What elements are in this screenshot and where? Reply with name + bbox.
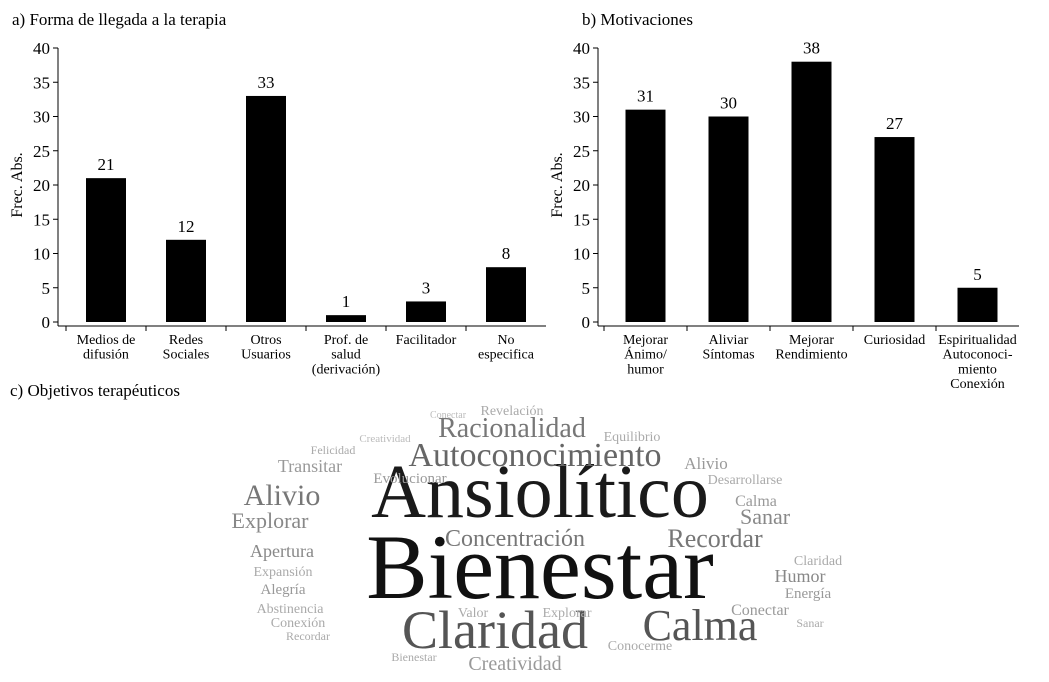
word: Revelación <box>481 404 544 419</box>
y-tick-label: 40 <box>573 39 590 58</box>
value-label: 33 <box>258 73 275 92</box>
word: Expansión <box>253 565 312 580</box>
y-tick-label: 0 <box>42 313 51 332</box>
y-tick-label: 30 <box>33 108 50 127</box>
x-tick-label: Facilitador <box>396 333 457 348</box>
bar <box>86 178 126 322</box>
bar <box>708 116 749 322</box>
bar <box>486 267 526 322</box>
x-tick-label: Prof. de salud (derivación) <box>312 333 381 377</box>
word: Conocerme <box>608 639 673 654</box>
word: Concentración <box>445 526 585 552</box>
value-label: 38 <box>803 39 820 58</box>
word: Felicidad <box>311 443 356 457</box>
x-tick-label: Mejorar Ánimo/humor <box>623 333 668 377</box>
y-tick-label: 15 <box>33 210 50 229</box>
word: Evolucionar <box>373 471 446 487</box>
word: Recordar <box>667 524 763 553</box>
x-tick-label: Redes Sociales <box>163 333 210 363</box>
y-tick-label: 15 <box>573 210 590 229</box>
value-label: 1 <box>342 292 351 311</box>
bar <box>625 109 666 323</box>
value-label: 31 <box>637 87 654 106</box>
word: Conexión <box>271 616 325 631</box>
value-label: 8 <box>502 244 511 263</box>
y-tick-label: 20 <box>573 176 590 195</box>
bar <box>874 137 915 322</box>
y-axis-label: Frec. Abs. <box>9 152 26 217</box>
word: Abstinencia <box>257 602 325 617</box>
word: Ansiolítico <box>371 450 709 534</box>
word: Alivio <box>684 454 727 473</box>
word: Calma <box>643 601 758 650</box>
word: Explorar <box>543 606 592 621</box>
chart-title: a) Forma de llegada a la terapia <box>12 10 227 29</box>
word: Alivio <box>244 479 321 512</box>
y-tick-label: 40 <box>33 39 50 58</box>
word: Racionalidad <box>438 413 586 444</box>
y-tick-label: 25 <box>573 142 590 161</box>
chart-title: c) Objetivos terapéuticos <box>10 381 180 400</box>
word: Recordar <box>286 629 330 643</box>
word: Transitar <box>278 456 342 476</box>
x-tick-label: No especifica <box>478 333 535 363</box>
y-tick-label: 5 <box>42 279 51 298</box>
word: Equilibrio <box>604 430 661 445</box>
y-tick-label: 5 <box>582 279 591 298</box>
value-label: 12 <box>178 217 195 236</box>
value-label: 5 <box>973 265 982 284</box>
x-tick-label: Medios de difusión <box>77 333 136 363</box>
word: Bienestar <box>391 650 436 664</box>
x-tick-label: Aliviar Síntomas <box>702 333 754 363</box>
value-label: 3 <box>422 278 431 297</box>
x-tick-label: Espiritualidad Autoconoci-miento Conexión <box>938 333 1017 392</box>
bar <box>246 95 286 322</box>
chart-title: b) Motivaciones <box>582 10 693 29</box>
word: Conectar <box>731 602 789 619</box>
word: Conectar <box>430 410 467 421</box>
word: Humor <box>775 566 826 586</box>
word: Valor <box>458 606 489 621</box>
word: Claridad <box>794 554 842 569</box>
y-axis-label: Frec. Abs. <box>549 152 566 217</box>
y-tick-label: 25 <box>33 142 50 161</box>
bar <box>326 315 366 322</box>
y-tick-label: 10 <box>33 245 50 264</box>
word: Apertura <box>250 541 314 561</box>
y-tick-label: 35 <box>573 73 590 92</box>
word: Energía <box>785 586 832 602</box>
value-label: 30 <box>720 94 737 113</box>
y-tick-label: 10 <box>573 245 590 264</box>
word: Creatividad <box>359 433 411 445</box>
y-tick-label: 35 <box>33 73 50 92</box>
word: Sanar <box>740 504 791 529</box>
value-label: 27 <box>886 114 904 133</box>
bar <box>166 239 206 322</box>
word: Calma <box>735 493 777 510</box>
value-label: 21 <box>98 155 115 174</box>
x-tick-label: Otros Usuarios <box>241 333 291 363</box>
word: Creatividad <box>468 653 561 675</box>
word: Sanar <box>796 616 823 630</box>
word: Explorar <box>232 508 310 533</box>
bar <box>957 287 998 322</box>
bar <box>406 301 446 322</box>
y-tick-label: 20 <box>33 176 50 195</box>
word: Desarrollarse <box>708 473 783 488</box>
word: Bienestar <box>366 516 713 618</box>
y-tick-label: 30 <box>573 108 590 127</box>
bar <box>791 61 832 322</box>
y-tick-label: 0 <box>582 313 591 332</box>
word: Claridad <box>402 600 588 660</box>
x-tick-label: Curiosidad <box>864 333 925 348</box>
x-tick-label: Mejorar Rendimiento <box>775 333 847 363</box>
word: Autoconocimiento <box>408 437 661 474</box>
word: Alegría <box>261 582 306 598</box>
